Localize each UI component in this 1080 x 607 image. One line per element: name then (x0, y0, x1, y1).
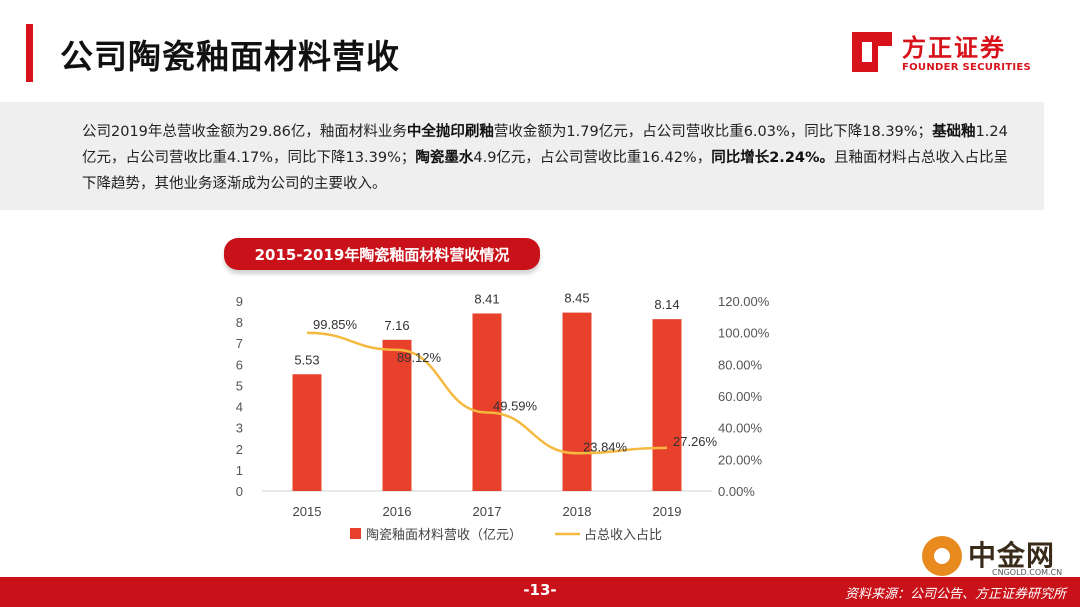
summary-segment: 1.24亿元，占公司营收比重4.17%，同比下降13.39%； (82, 124, 1008, 166)
x-tick-label: 2017 (473, 504, 502, 519)
y-right-tick-label: 80.00% (718, 357, 763, 372)
line-data-label: 27.26% (673, 434, 718, 449)
brand-logo: 方正证券 FOUNDER SECURITIES (848, 28, 1038, 80)
y-left-tick-label: 7 (236, 336, 243, 351)
line-data-label: 89.12% (397, 350, 442, 365)
y-right-tick-label: 60.00% (718, 389, 763, 404)
logo-icon (852, 32, 892, 72)
summary-highlight: 中全抛印刷釉 (406, 124, 494, 140)
x-tick-label: 2016 (383, 504, 412, 519)
page-number: -13- (523, 581, 557, 599)
bar (292, 374, 322, 491)
page-title: 公司陶瓷釉面材料营收 (60, 37, 400, 76)
bar-data-label: 8.14 (654, 297, 679, 312)
x-tick-label: 2015 (293, 504, 322, 519)
y-left-tick-label: 8 (236, 315, 243, 330)
source-note: 资料来源：公司公告、方正证券研究所 (844, 587, 1066, 602)
bar-data-label: 5.53 (294, 352, 319, 367)
bar-data-label: 8.45 (564, 291, 589, 306)
y-left-tick-label: 1 (236, 463, 243, 478)
watermark-icon (922, 536, 962, 576)
legend-bar-swatch (350, 528, 361, 539)
y-left-tick-label: 0 (236, 484, 243, 499)
summary-box: 公司2019年总营收金额为29.86亿，釉面材料业务中全抛印刷釉营收金额为1.7… (0, 102, 1044, 210)
bar (382, 339, 412, 491)
y-right-tick-label: 0.00% (718, 484, 755, 499)
bar (652, 319, 682, 491)
bar (472, 313, 502, 491)
bar (562, 312, 592, 491)
y-left-tick-label: 5 (236, 378, 243, 393)
y-left-tick-label: 4 (236, 400, 243, 415)
y-right-tick-label: 40.00% (718, 421, 763, 436)
summary-text: 公司2019年总营收金额为29.86亿，釉面材料业务中全抛印刷釉营收金额为1.7… (82, 119, 1012, 197)
summary-highlight: 陶瓷墨水 (415, 150, 474, 166)
x-tick-label: 2019 (653, 504, 682, 519)
x-tick-label: 2018 (563, 504, 592, 519)
bar-data-label: 7.16 (384, 318, 409, 333)
y-left-tick-label: 9 (236, 294, 243, 309)
y-left-tick-label: 2 (236, 442, 243, 457)
watermark-text: 中金网 (968, 539, 1056, 572)
title-accent-bar (26, 24, 33, 82)
summary-highlight: 同比增长2.24%。 (711, 150, 835, 166)
line-data-label: 99.85% (313, 317, 358, 332)
line-data-label: 49.59% (493, 398, 538, 413)
footer-bar: -13- 资料来源：公司公告、方正证券研究所 (0, 577, 1080, 607)
y-left-tick-label: 6 (236, 357, 243, 372)
summary-segment: 公司2019年总营收金额为29.86亿，釉面材料业务 (82, 124, 407, 140)
y-left-tick-label: 3 (236, 421, 243, 436)
chart-title: 2015-2019年陶瓷釉面材料营收情况 (254, 246, 510, 264)
y-right-tick-label: 120.00% (718, 294, 770, 309)
watermark: 中金网 CNGOLD.COM.CN (922, 534, 1072, 578)
summary-segment: 且釉面材料占总收入占比呈下降趋势，其他业务逐渐成为公司的主要收入。 (82, 150, 1009, 192)
summary-segment: 4.9亿元，占公司营收比重16.42%， (473, 150, 712, 166)
legend-bar-label: 陶瓷釉面材料营收（亿元） (366, 527, 522, 543)
legend-line-label: 占总收入占比 (584, 528, 662, 543)
summary-highlight: 基础釉 (932, 124, 976, 140)
chart-title-pill: 2015-2019年陶瓷釉面材料营收情况 (224, 238, 540, 270)
logo-text-en: FOUNDER SECURITIES (902, 62, 1032, 73)
y-right-tick-label: 20.00% (718, 452, 763, 467)
logo-text-cn: 方正证券 (902, 34, 1006, 62)
bar-data-label: 8.41 (474, 291, 499, 306)
watermark-subtext: CNGOLD.COM.CN (992, 568, 1063, 577)
share-line (306, 331, 668, 455)
line-data-label: 23.84% (583, 439, 628, 454)
y-right-tick-label: 100.00% (718, 326, 770, 341)
summary-segment: 营收金额为1.79亿元，占公司营收比重6.03%，同比下降18.39%； (493, 124, 933, 140)
